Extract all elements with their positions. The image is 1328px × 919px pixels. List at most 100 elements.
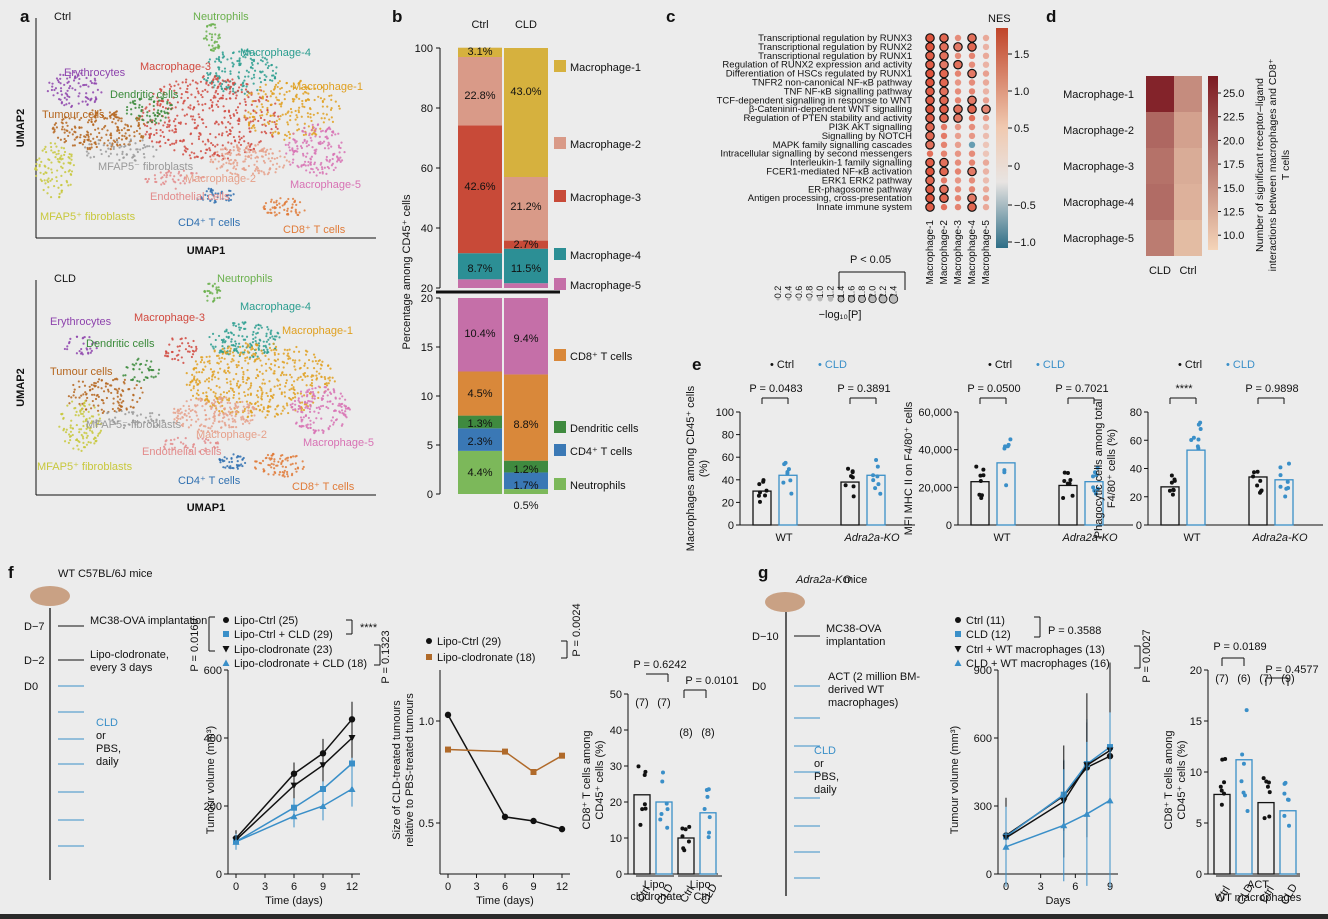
- sb-point: [687, 824, 692, 829]
- c-size-legend-value: 1.0: [815, 286, 825, 299]
- umap-point: [253, 466, 257, 469]
- umap-point: [277, 115, 280, 118]
- umap-point: [219, 82, 222, 85]
- umap-point: [168, 123, 171, 127]
- umap-point: [116, 141, 119, 144]
- umap-point: [254, 151, 257, 154]
- sb-point: [660, 779, 665, 784]
- umap-point: [78, 396, 81, 399]
- umap-point: [277, 365, 280, 369]
- umap-point: [305, 145, 309, 148]
- umap-point: [83, 431, 86, 434]
- umap-point: [306, 350, 309, 353]
- umap-point: [294, 109, 297, 113]
- sb-tick-label: 0: [616, 869, 622, 881]
- umap-point: [69, 430, 73, 433]
- umap-point: [66, 95, 69, 98]
- umap-point: [56, 92, 59, 95]
- e-point: [1251, 474, 1256, 479]
- umap-point: [85, 427, 88, 430]
- umap-point: [290, 474, 294, 477]
- umap-point: [223, 407, 226, 410]
- umap-point: [231, 172, 234, 176]
- umap-point: [210, 407, 213, 410]
- umap-point: [131, 363, 134, 366]
- umap-point: [47, 177, 50, 180]
- umap-point: [257, 375, 260, 378]
- umap-point: [204, 403, 207, 406]
- umap-point: [206, 76, 210, 80]
- umap-point: [82, 410, 85, 413]
- umap-point: [126, 125, 130, 128]
- umap-point: [282, 366, 285, 369]
- umap-point: [195, 172, 198, 175]
- umap-point: [205, 38, 209, 41]
- c-dot: [939, 50, 949, 61]
- umap-point: [290, 383, 294, 387]
- umap-point: [229, 171, 232, 174]
- umap-point: [306, 112, 309, 115]
- umap-point: [130, 108, 133, 111]
- umap-point: [302, 408, 306, 412]
- umap-point: [123, 127, 126, 130]
- umap-point: [160, 177, 163, 180]
- umap-point: [237, 122, 240, 126]
- umap-point: [307, 416, 310, 420]
- umap-point: [219, 349, 222, 352]
- umap-point: [254, 402, 257, 405]
- umap-point: [148, 412, 152, 415]
- umap-point: [226, 157, 230, 160]
- umap-point: [315, 174, 318, 177]
- umap-point: [310, 400, 313, 403]
- umap-point: [52, 151, 55, 154]
- umap-point: [82, 437, 85, 440]
- umap-point: [267, 64, 270, 68]
- umap-point: [229, 380, 232, 383]
- umap-point: [102, 410, 105, 413]
- umap-cluster-label: Erythrocytes: [64, 67, 126, 79]
- umap-point: [239, 400, 242, 404]
- umap-point: [233, 419, 236, 422]
- umap-point: [318, 407, 321, 411]
- umap-point: [234, 420, 237, 423]
- umap-point: [214, 392, 217, 395]
- e-point: [1191, 435, 1196, 440]
- umap-point: [265, 335, 268, 338]
- umap-point: [107, 155, 110, 158]
- sb-bar: [633, 794, 651, 875]
- e-point: [782, 462, 787, 467]
- umap-point: [131, 399, 134, 402]
- umap-point: [236, 164, 239, 167]
- umap-point: [107, 390, 110, 393]
- umap-point: [317, 396, 320, 400]
- umap-point: [271, 120, 274, 124]
- umap-point: [89, 80, 92, 83]
- d-row-label: Macrophage-3: [1063, 161, 1134, 173]
- umap-point: [264, 151, 267, 154]
- umap-point: [142, 122, 145, 125]
- umap-point: [291, 206, 294, 209]
- umap-point: [79, 85, 82, 88]
- umap-point: [184, 409, 187, 412]
- umap-point: [99, 423, 102, 426]
- umap-point: [232, 396, 235, 399]
- umap-point: [82, 342, 85, 345]
- umap-point: [309, 158, 312, 161]
- umap-point: [82, 393, 85, 396]
- umap-point: [344, 398, 347, 401]
- umap-point: [120, 138, 124, 141]
- umap-point: [259, 324, 262, 327]
- f3-group-label: Lipo-: [690, 879, 715, 891]
- umap-point: [327, 427, 330, 431]
- umap-point: [235, 94, 238, 97]
- e-category-label: WT: [775, 532, 792, 544]
- umap-point: [288, 160, 291, 163]
- umap-point: [200, 358, 204, 362]
- umap-point: [225, 130, 228, 133]
- umap-point: [306, 389, 309, 392]
- umap-point: [66, 81, 69, 84]
- umap-point: [79, 409, 82, 412]
- umap-point: [219, 367, 222, 370]
- umap-cluster-label: MFAP5⁻ fibroblasts: [86, 419, 182, 431]
- umap-point: [239, 455, 242, 458]
